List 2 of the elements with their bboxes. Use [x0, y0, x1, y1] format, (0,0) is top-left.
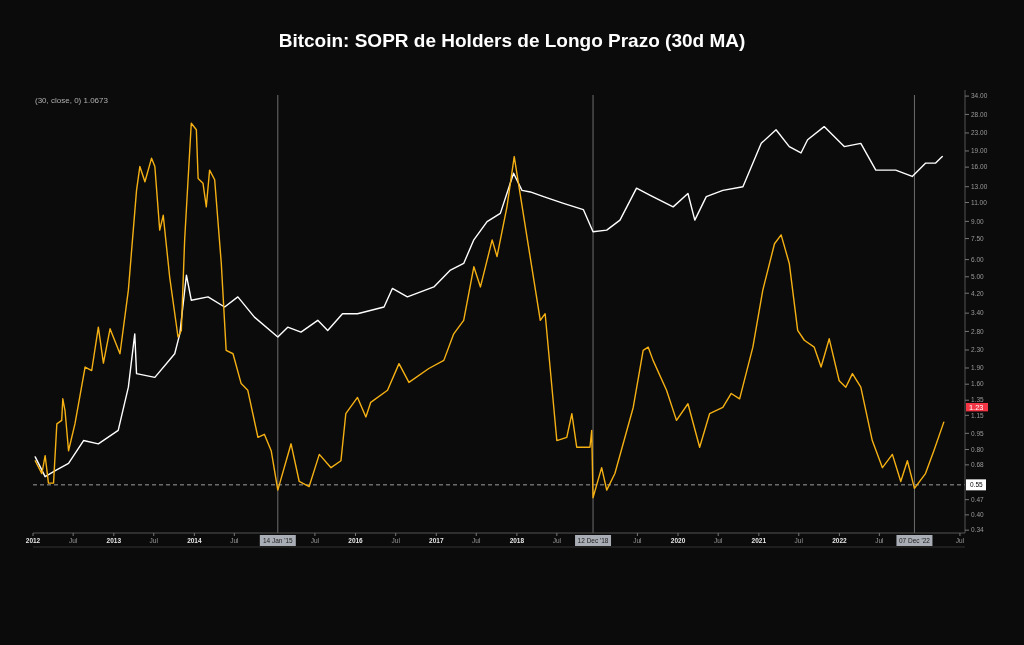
annotation: (30, close, 0) 1.0673 — [35, 96, 109, 105]
chart-title: Bitcoin: SOPR de Holders de Longo Prazo (30d MA) — [278, 30, 746, 51]
